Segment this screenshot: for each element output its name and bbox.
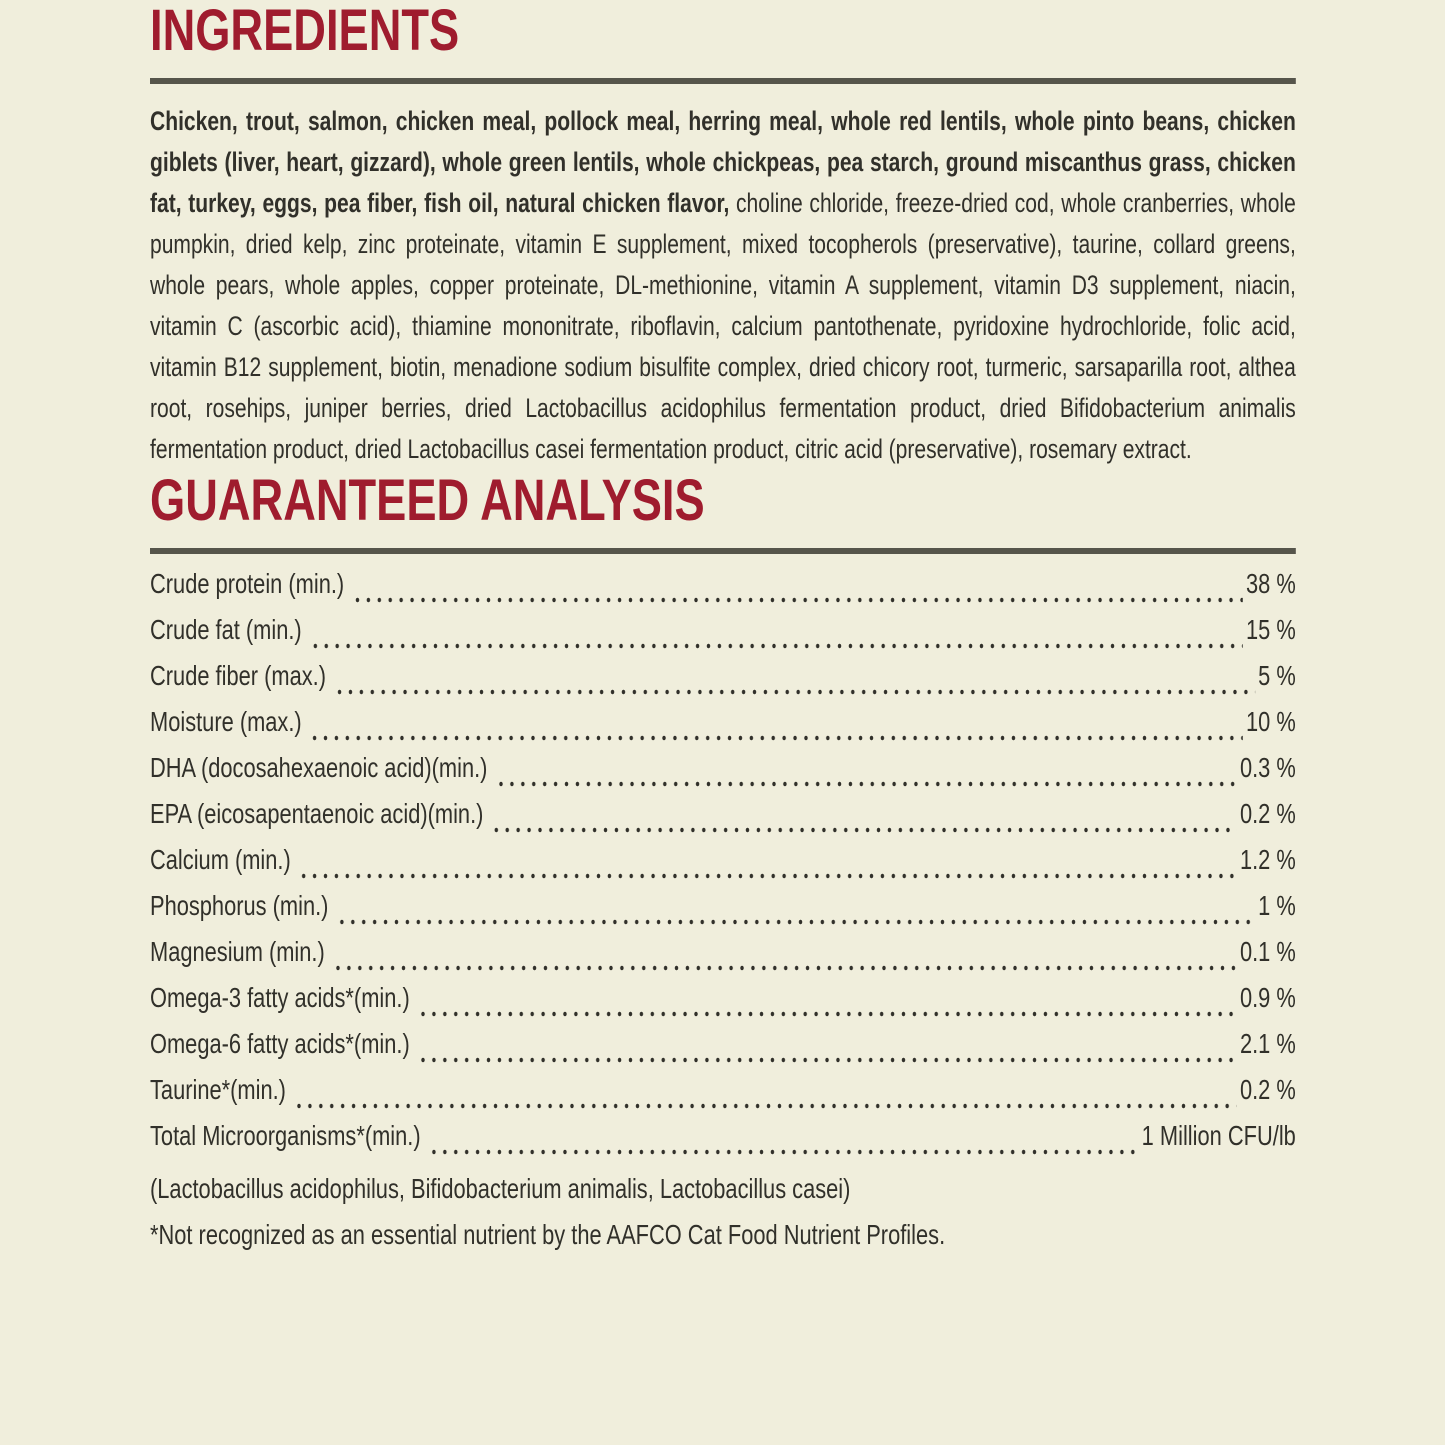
- analysis-row-label: Omega-6 fatty acids*(min.): [150, 1028, 410, 1059]
- leader-dots: [334, 890, 1256, 936]
- analysis-row-value: 5 %: [1258, 660, 1296, 691]
- analysis-row: Crude fat (min.) 15 %: [150, 614, 1296, 660]
- aafco-footnote: *Not recognized as an essential nutrient…: [150, 1219, 946, 1250]
- pet-food-label: INGREDIENTS Chicken, trout, salmon, chic…: [150, 0, 1296, 1258]
- analysis-row-label: Omega-3 fatty acids*(min.): [150, 982, 410, 1013]
- analysis-row: DHA (docosahexaenoic acid)(min.) 0.3 %: [150, 752, 1296, 798]
- analysis-row-value: 0.2 %: [1239, 1074, 1296, 1105]
- leader-dots: [297, 844, 1237, 890]
- leader-dots: [307, 614, 1243, 660]
- analysis-row-label: Crude fat (min.): [150, 614, 302, 645]
- analysis-row-label: Crude protein (min.): [150, 568, 345, 599]
- leader-dots: [307, 706, 1243, 752]
- analysis-divider: [150, 548, 1296, 554]
- leader-dots: [489, 798, 1237, 844]
- analysis-row-label: EPA (eicosapentaenoic acid)(min.): [150, 798, 484, 829]
- ingredients-primary-list: Chicken, trout, salmon, chicken meal, po…: [150, 106, 1296, 218]
- analysis-row: Taurine*(min.) 0.2 %: [150, 1074, 1296, 1120]
- analysis-row-label: Magnesium (min.): [150, 936, 325, 967]
- analysis-row: Total Microorganisms*(min.) 1 Million CFU…: [150, 1120, 1296, 1166]
- ingredients-secondary-list: choline chloride, freeze-dried cod, whol…: [150, 188, 1296, 464]
- analysis-row-value: 2.1 %: [1239, 1028, 1296, 1059]
- analysis-row-value: 38 %: [1246, 568, 1296, 599]
- analysis-row-value: 0.9 %: [1239, 982, 1296, 1013]
- analysis-row: Omega-3 fatty acids*(min.) 0.9 %: [150, 982, 1296, 1028]
- leader-dots: [415, 982, 1237, 1028]
- leader-dots: [292, 1074, 1237, 1120]
- analysis-row: Magnesium (min.) 0.1 %: [150, 936, 1296, 982]
- analysis-row-value: 1 %: [1258, 890, 1296, 921]
- analysis-row-label: Taurine*(min.): [150, 1074, 286, 1105]
- analysis-row-value: 1.2 %: [1239, 844, 1296, 875]
- analysis-row-value: 10 %: [1246, 706, 1296, 737]
- analysis-row-label: Calcium (min.): [150, 844, 291, 875]
- analysis-row: Phosphorus (min.) 1 %: [150, 890, 1296, 936]
- analysis-row-value: 15 %: [1246, 614, 1296, 645]
- analysis-row-label: DHA (docosahexaenoic acid)(min.): [150, 752, 488, 783]
- analysis-row-value: 1 Million CFU/lb: [1141, 1120, 1296, 1151]
- analysis-row-label: Phosphorus (min.): [150, 890, 329, 921]
- analysis-row-value: 0.1 %: [1239, 936, 1296, 967]
- analysis-table: Crude protein (min.) 38 % Crude fat (min.)…: [150, 568, 1296, 1166]
- analysis-row-label: Moisture (max.): [150, 706, 302, 737]
- analysis-row: Moisture (max.) 10 %: [150, 706, 1296, 752]
- ingredients-paragraph: Chicken, trout, salmon, chicken meal, po…: [150, 101, 1296, 470]
- leader-dots: [350, 568, 1243, 614]
- ingredients-divider: [150, 78, 1296, 84]
- analysis-row-label: Total Microorganisms*(min.): [150, 1120, 421, 1151]
- analysis-row-value: 0.3 %: [1239, 752, 1296, 783]
- analysis-row-value: 0.2 %: [1239, 798, 1296, 829]
- analysis-row: Calcium (min.) 1.2 %: [150, 844, 1296, 890]
- guaranteed-analysis-heading: GUARANTEED ANALYSIS: [150, 468, 705, 533]
- analysis-row-label: Crude fiber (max.): [150, 660, 326, 691]
- analysis-row: EPA (eicosapentaenoic acid)(min.) 0.2 %: [150, 798, 1296, 844]
- ingredients-heading: INGREDIENTS: [150, 0, 460, 63]
- analysis-row: Crude protein (min.) 38 %: [150, 568, 1296, 614]
- leader-dots: [426, 1120, 1139, 1166]
- leader-dots: [493, 752, 1237, 798]
- analysis-microorganisms-note: (Lactobacillus acidophilus, Bifidobacter…: [150, 1173, 851, 1204]
- leader-dots: [331, 936, 1237, 982]
- analysis-row: Crude fiber (max.) 5 %: [150, 660, 1296, 706]
- analysis-row: Omega-6 fatty acids*(min.) 2.1 %: [150, 1028, 1296, 1074]
- leader-dots: [415, 1028, 1237, 1074]
- leader-dots: [332, 660, 1256, 706]
